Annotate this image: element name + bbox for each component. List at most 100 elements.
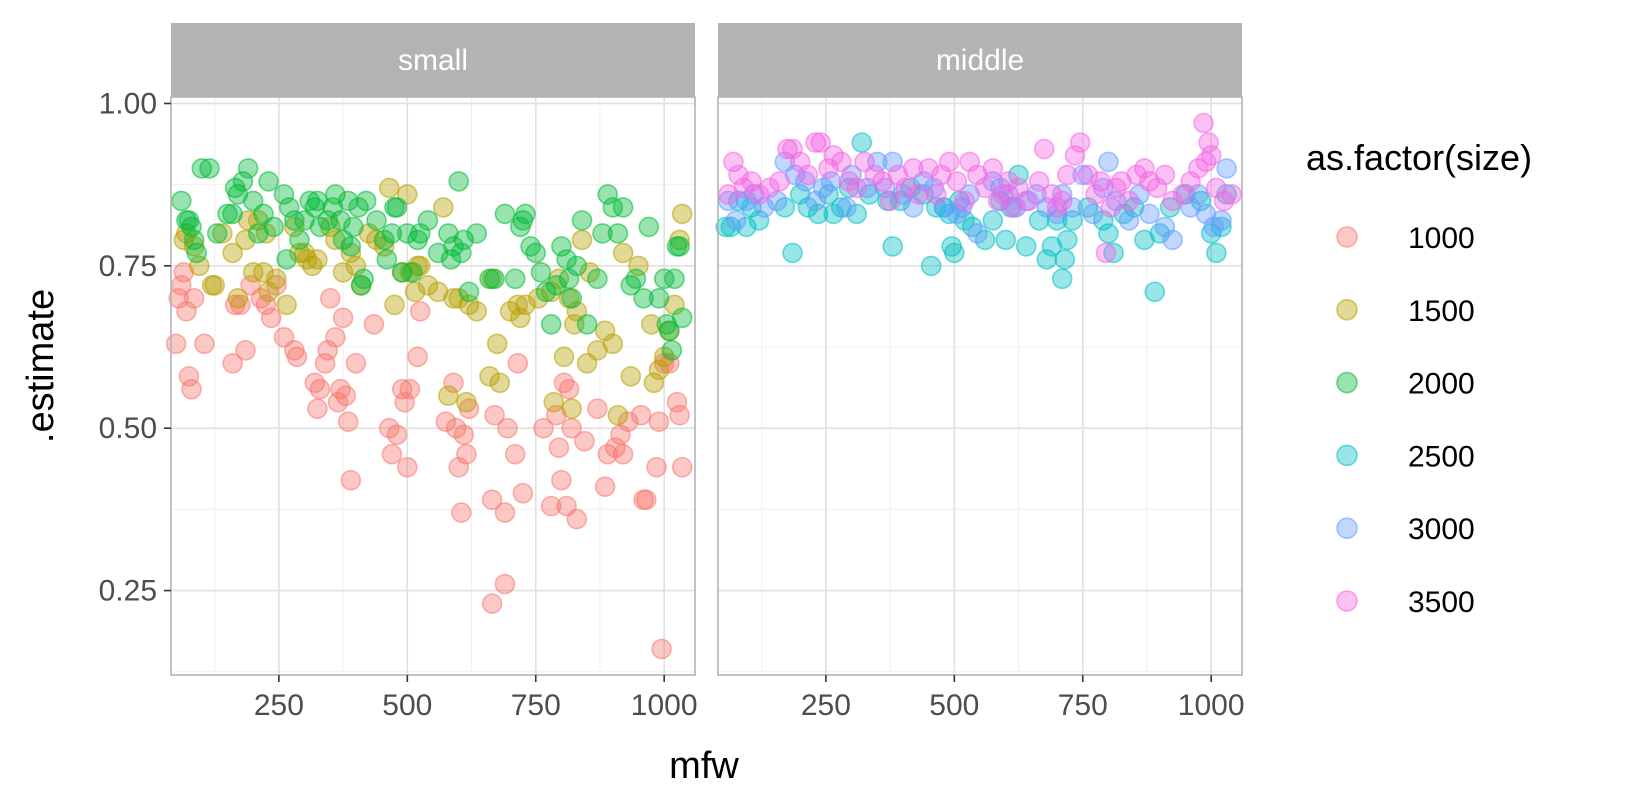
legend-key	[1336, 371, 1358, 394]
data-point	[851, 132, 873, 153]
data-point	[1162, 229, 1183, 251]
legend-entry-1500: 1500	[1336, 295, 1475, 328]
data-point	[355, 190, 377, 212]
data-point	[260, 307, 282, 329]
data-point	[504, 443, 526, 465]
data-point	[646, 456, 667, 478]
data-point	[409, 300, 431, 322]
data-point	[309, 378, 331, 400]
data-point	[1051, 190, 1073, 212]
x-tick-label: 500	[382, 689, 432, 722]
data-point	[466, 223, 488, 244]
legend-entry-2500: 2500	[1336, 440, 1475, 473]
data-point	[836, 197, 857, 218]
data-point	[974, 177, 996, 199]
data-point	[982, 158, 1004, 179]
data-point	[378, 177, 400, 199]
data-point	[366, 210, 387, 231]
data-point	[453, 424, 475, 446]
x-tick-label: 750	[511, 689, 561, 722]
data-point	[507, 294, 529, 316]
legend-entry-2000: 2000	[1336, 368, 1475, 401]
data-point	[1098, 223, 1119, 244]
data-point	[417, 210, 439, 231]
data-point	[997, 171, 1019, 192]
data-point	[1198, 132, 1219, 153]
data-point	[332, 261, 354, 283]
data-point	[594, 476, 616, 498]
data-point	[530, 261, 552, 283]
data-point	[484, 268, 505, 290]
legend-key	[1336, 590, 1358, 612]
data-point	[319, 287, 341, 309]
data-point	[587, 398, 608, 420]
data-point	[1139, 203, 1160, 225]
data-point	[314, 352, 336, 374]
strip-small	[171, 23, 695, 97]
data-point	[450, 242, 472, 264]
data-point	[648, 287, 670, 309]
data-point	[484, 404, 505, 426]
data-point	[769, 171, 790, 192]
data-point	[494, 502, 516, 523]
data-point	[633, 287, 654, 309]
data-point	[920, 255, 942, 277]
legend-label: 3500	[1408, 586, 1475, 619]
data-point	[204, 274, 225, 296]
data-point	[1018, 190, 1040, 212]
data-point	[253, 261, 274, 283]
data-point	[396, 456, 418, 478]
data-point	[265, 268, 287, 290]
data-point	[545, 274, 567, 296]
legend: as.factor(size) 1000 1500 2000 2500 3000 3500	[1306, 137, 1532, 619]
data-point	[376, 249, 398, 270]
data-point	[450, 502, 472, 523]
data-point	[189, 255, 210, 277]
data-point	[666, 391, 688, 413]
data-point	[846, 203, 868, 225]
data-point	[1103, 242, 1124, 264]
data-point	[643, 372, 665, 394]
data-point	[592, 223, 613, 244]
panel-background	[718, 97, 1242, 675]
data-point	[620, 365, 642, 387]
data-point	[194, 333, 215, 355]
data-point	[435, 411, 457, 433]
data-point	[507, 352, 529, 374]
data-point	[171, 190, 192, 212]
data-point	[466, 300, 488, 322]
x-tick-label: 1000	[631, 689, 698, 722]
data-point	[648, 359, 670, 381]
panel-middle: middle 250 500 750 1000	[715, 23, 1245, 722]
data-point	[1211, 216, 1232, 238]
data-point	[551, 469, 572, 491]
data-point	[199, 158, 220, 179]
x-tick-label: 250	[254, 689, 304, 722]
data-point	[509, 307, 531, 329]
data-point	[753, 197, 775, 218]
legend-title: as.factor(size)	[1306, 137, 1532, 178]
data-point	[617, 411, 639, 433]
data-point	[255, 294, 277, 316]
data-point	[191, 158, 213, 179]
data-point	[782, 242, 803, 264]
data-point	[664, 268, 685, 290]
data-point	[273, 184, 295, 205]
y-tick-label: 0.75	[99, 250, 157, 283]
data-point	[456, 443, 477, 465]
data-point	[232, 171, 254, 192]
data-point	[399, 378, 421, 400]
data-point	[879, 190, 901, 212]
data-point	[1015, 236, 1037, 257]
data-point	[178, 365, 200, 387]
data-point	[479, 268, 500, 290]
data-point	[276, 249, 297, 270]
data-point	[394, 391, 416, 413]
data-point	[278, 197, 300, 218]
legend-label: 1500	[1408, 295, 1475, 328]
y-axis-title: .estimate	[20, 289, 62, 443]
data-point	[982, 210, 1004, 231]
data-point	[561, 287, 583, 309]
data-point	[407, 346, 428, 368]
data-point	[625, 268, 647, 290]
